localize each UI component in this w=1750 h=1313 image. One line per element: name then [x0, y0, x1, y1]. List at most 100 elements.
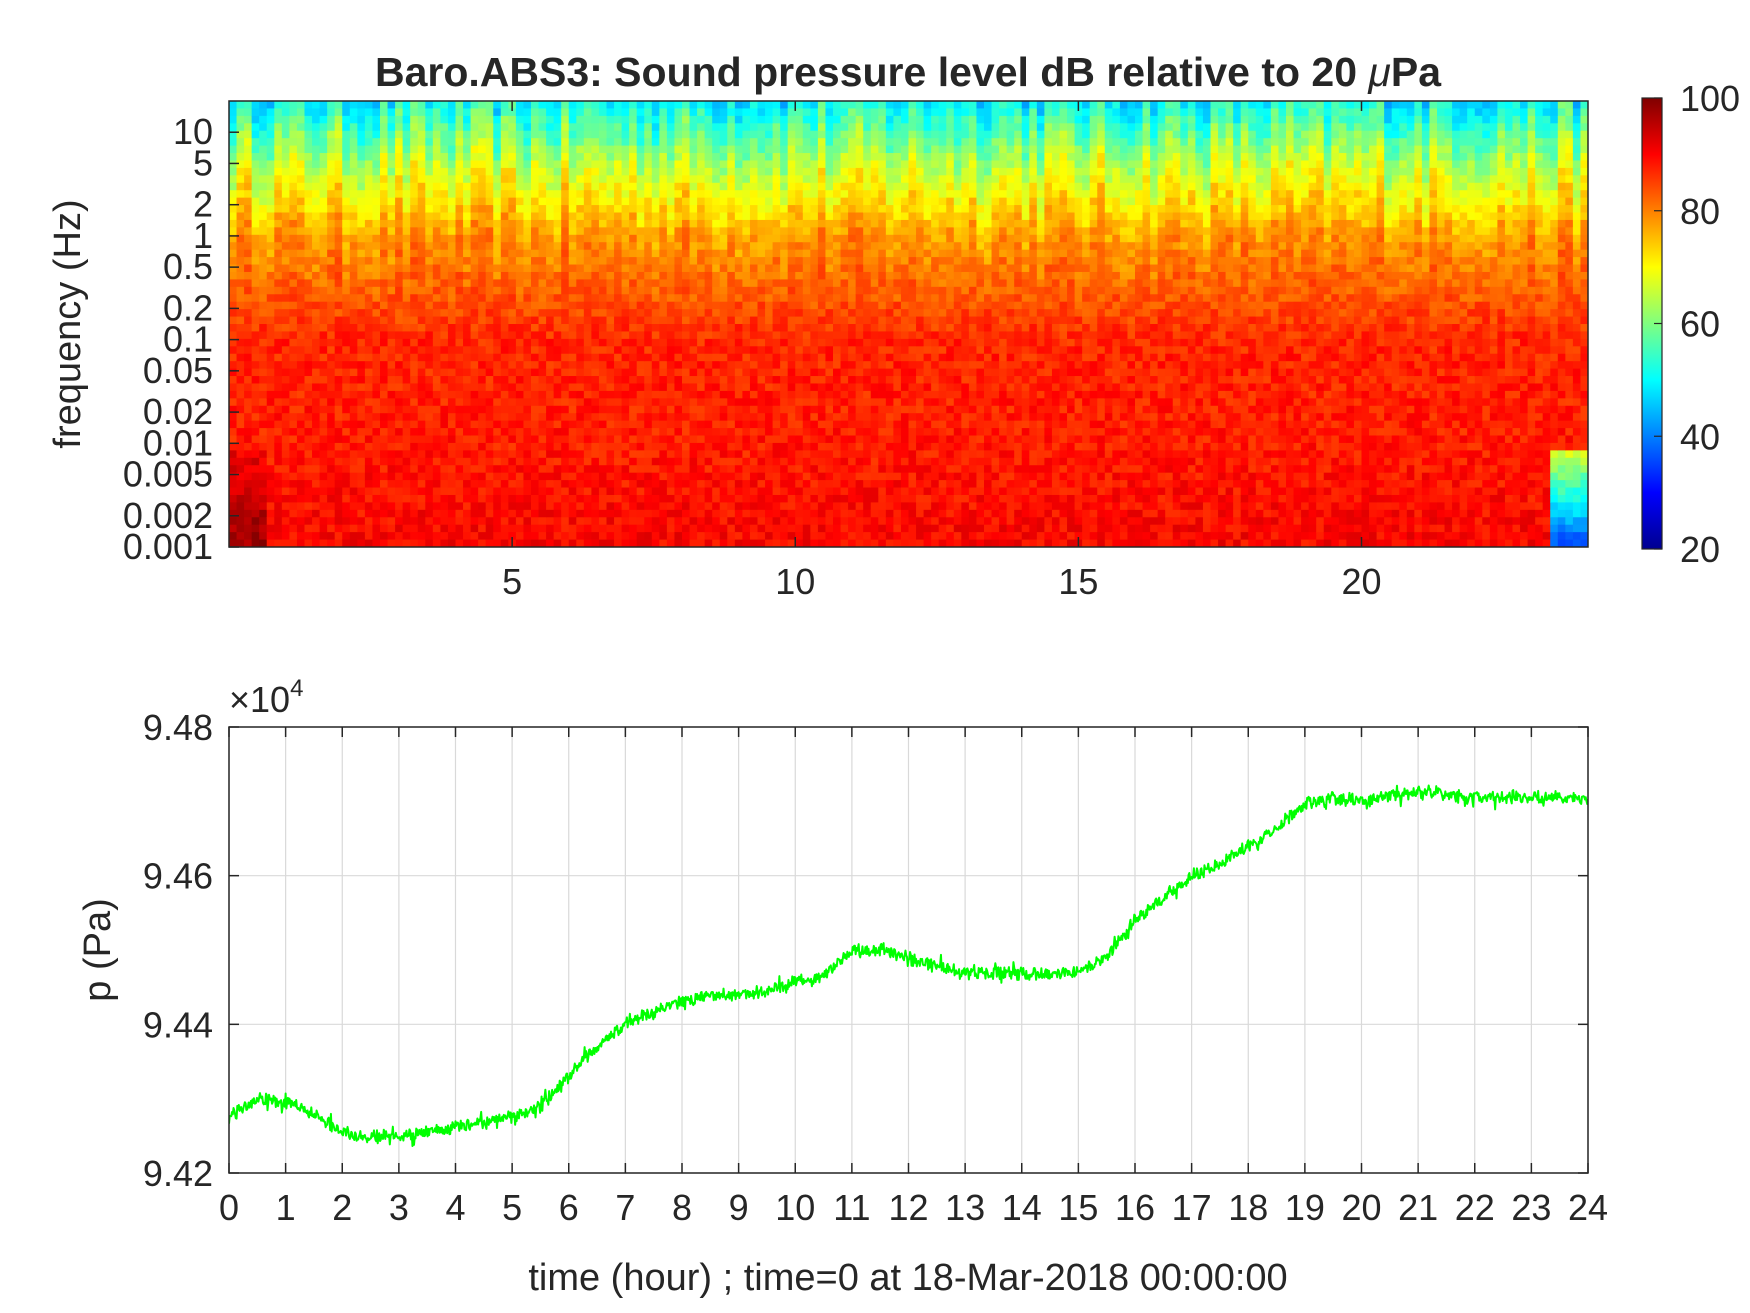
- spectrogram-cell: [719, 442, 728, 451]
- spectrogram-cell: [402, 182, 411, 191]
- spectrogram-cell: [802, 368, 811, 377]
- spectrogram-cell: [651, 405, 660, 414]
- spectrogram-cell: [712, 145, 721, 154]
- spectrogram-cell: [319, 502, 328, 511]
- spectrogram-cell: [561, 138, 570, 147]
- spectrogram-cell: [749, 532, 759, 541]
- spectrogram-cell: [380, 383, 389, 392]
- spectrogram-cell: [561, 420, 570, 429]
- spectrogram-cell: [508, 324, 517, 333]
- spectrogram-cell: [380, 442, 389, 451]
- spectrogram-cell: [583, 242, 592, 251]
- spectrogram-cell: [674, 301, 683, 310]
- spectrogram-cell: [372, 145, 381, 154]
- spectrogram-cell: [500, 294, 509, 303]
- spectrogram-cell: [833, 182, 842, 191]
- spectrogram-cell: [697, 331, 706, 340]
- spectrogram-cell: [561, 413, 570, 422]
- spectrogram-cell: [364, 390, 374, 399]
- spectrogram-cell: [629, 532, 638, 541]
- spectrogram-cell: [281, 145, 290, 154]
- spectrogram-cell: [629, 167, 638, 176]
- spectrogram-cell: [357, 502, 366, 511]
- spectrogram-cell: [395, 480, 404, 489]
- spectrogram-cell: [395, 517, 404, 526]
- spectrogram-cell: [606, 480, 615, 489]
- spectrogram-cell: [591, 264, 600, 273]
- spectrogram-cell: [651, 346, 660, 355]
- spectrogram-cell: [848, 242, 857, 251]
- spectrogram-cell: [319, 324, 328, 333]
- spectrogram-cell: [576, 494, 585, 503]
- spectrogram-cell: [364, 517, 374, 526]
- spectrogram-cell: [372, 383, 381, 392]
- spectrogram-cell: [682, 383, 691, 392]
- spectrogram-cell: [689, 242, 698, 251]
- spectrogram-cell: [357, 435, 366, 444]
- spectrogram-cell: [689, 175, 698, 184]
- spectrogram-cell: [780, 517, 789, 526]
- spectrogram-cell: [682, 294, 691, 303]
- spectrogram-cell: [734, 509, 743, 518]
- spectrogram-cell: [689, 167, 698, 176]
- spectrogram-cell: [772, 115, 781, 124]
- spectrogram-cell: [591, 257, 600, 266]
- spectrogram-cell: [780, 190, 789, 199]
- spectrogram-cell: [810, 123, 819, 132]
- spectrogram-cell: [553, 539, 562, 547]
- spectrogram-cell: [697, 353, 706, 362]
- spectrogram-cell: [568, 442, 577, 451]
- spectrogram-cell: [840, 175, 849, 184]
- spectrogram-cell: [531, 465, 540, 474]
- spectrogram-cell: [387, 331, 396, 340]
- spectrogram-cell: [364, 509, 374, 518]
- spectrogram-cell: [334, 219, 343, 228]
- spectrogram-cell: [795, 465, 804, 474]
- spectrogram-cell: [734, 294, 743, 303]
- spectrogram-cell: [259, 398, 268, 407]
- spectrogram-cell: [342, 524, 351, 533]
- spectrogram-cell: [651, 413, 660, 422]
- spectrogram-cell: [478, 205, 487, 214]
- spectrogram-cell: [734, 428, 743, 437]
- spectrogram-cell: [757, 487, 766, 496]
- spectrogram-cell: [357, 108, 366, 117]
- spectrogram-cell: [229, 108, 238, 117]
- spectrogram-cell: [432, 442, 441, 451]
- spectrogram-cell: [470, 368, 479, 377]
- spectrogram-cell: [485, 167, 494, 176]
- spectrogram-cell: [682, 442, 691, 451]
- spectrogram-cell: [697, 398, 706, 407]
- spectrogram-cell: [712, 480, 721, 489]
- spectrogram-cell: [734, 435, 743, 444]
- spectrogram-cell: [840, 346, 849, 355]
- spectrogram-cell: [810, 368, 819, 377]
- spectrogram-cell: [591, 502, 600, 511]
- spectrogram-cell: [304, 153, 313, 162]
- spectrogram-cell: [682, 331, 691, 340]
- spectrogram-cell: [840, 472, 849, 481]
- spectrogram-cell: [478, 115, 487, 124]
- spectrogram-cell: [402, 368, 411, 377]
- spectrogram-cell: [538, 227, 547, 236]
- spectrogram-cell: [553, 383, 562, 392]
- spectrogram-cell: [848, 115, 857, 124]
- spectrogram-cell: [281, 309, 290, 318]
- spectrogram-cell: [561, 175, 570, 184]
- spectrogram-cell: [734, 405, 743, 414]
- spectrogram-cell: [357, 205, 366, 214]
- spectrogram-cell: [636, 442, 645, 451]
- spectrogram-cell: [485, 316, 494, 325]
- spectrogram-cell: [765, 138, 774, 147]
- spectrogram-cell: [349, 442, 358, 451]
- spectrogram-cell: [787, 435, 796, 444]
- spectrogram-cell: [621, 227, 630, 236]
- spectrogram-cell: [848, 123, 857, 132]
- spectrogram-cell: [500, 524, 509, 533]
- spectrogram-cell: [274, 219, 283, 228]
- spectrogram-cell: [651, 368, 660, 377]
- spectrogram-cell: [606, 316, 615, 325]
- spectrogram-cell: [651, 219, 660, 228]
- spectrogram-cell: [432, 138, 441, 147]
- spectrogram-cell: [508, 472, 517, 481]
